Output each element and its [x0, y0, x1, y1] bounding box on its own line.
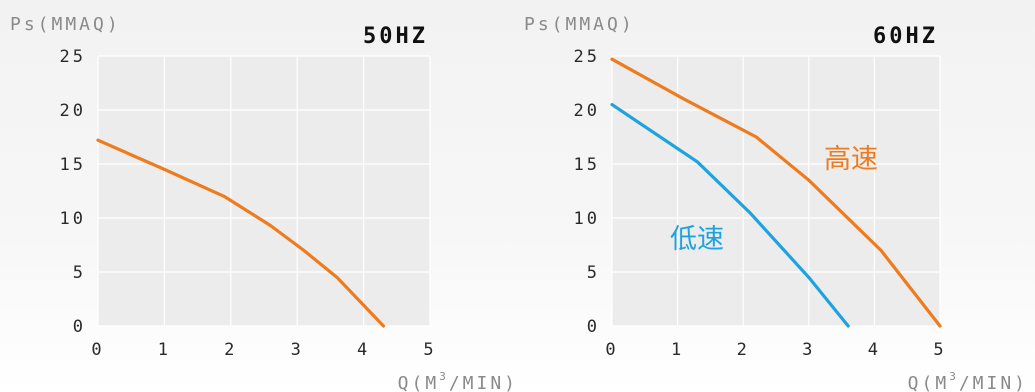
x-axis-label-tail: /MIN): [959, 373, 1028, 392]
x-tick-label: 1: [671, 340, 684, 360]
series-line-0: [96, 138, 386, 328]
x-tick-label: 0: [91, 340, 104, 360]
y-tick-label: 5: [587, 263, 600, 283]
series-line-1: [610, 102, 850, 328]
y-tick-label: 10: [574, 209, 600, 229]
y-tick-label: 15: [60, 155, 86, 175]
series-label: 低速: [670, 224, 724, 255]
x-tick-label: 2: [737, 340, 750, 360]
y-tick-label: 5: [73, 263, 86, 283]
x-tick-label: 5: [423, 340, 436, 360]
x-tick-label: 1: [158, 340, 171, 360]
series-label: 高速: [824, 144, 878, 175]
x-axis-label-main: Q(M: [908, 373, 950, 392]
x-tick-label: 2: [224, 340, 237, 360]
x-tick-label: 4: [357, 340, 370, 360]
x-axis-label-main: Q(M: [398, 373, 440, 392]
x-tick-label: 3: [291, 340, 304, 360]
x-axis-label-tail: /MIN): [449, 373, 518, 392]
x-axis-label-sup: 3: [949, 370, 959, 383]
y-tick-label: 0: [587, 317, 600, 337]
y-tick-label: 25: [574, 47, 600, 67]
series-line-0: [610, 57, 942, 328]
y-axis-label: Ps(MMAQ): [10, 14, 121, 35]
y-axis-label: Ps(MMAQ): [524, 14, 635, 35]
y-tick-label: 20: [574, 101, 600, 121]
y-tick-label: 0: [73, 317, 86, 337]
plot-area: [612, 56, 940, 326]
y-tick-label: 20: [60, 101, 86, 121]
x-axis-label-sup: 3: [439, 370, 449, 383]
x-tick-label: 5: [933, 340, 946, 360]
chart-title: 50HZ: [363, 24, 428, 49]
chart-title: 60HZ: [873, 24, 938, 49]
y-tick-label: 15: [574, 155, 600, 175]
x-tick-label: 4: [868, 340, 881, 360]
x-tick-label: 3: [802, 340, 815, 360]
x-axis-label: Q(M3/MIN): [398, 370, 518, 392]
plot-area: [98, 56, 430, 326]
y-tick-label: 10: [60, 209, 86, 229]
x-axis-label: Q(M3/MIN): [908, 370, 1028, 392]
x-tick-label: 0: [605, 340, 618, 360]
y-tick-label: 25: [60, 47, 86, 67]
